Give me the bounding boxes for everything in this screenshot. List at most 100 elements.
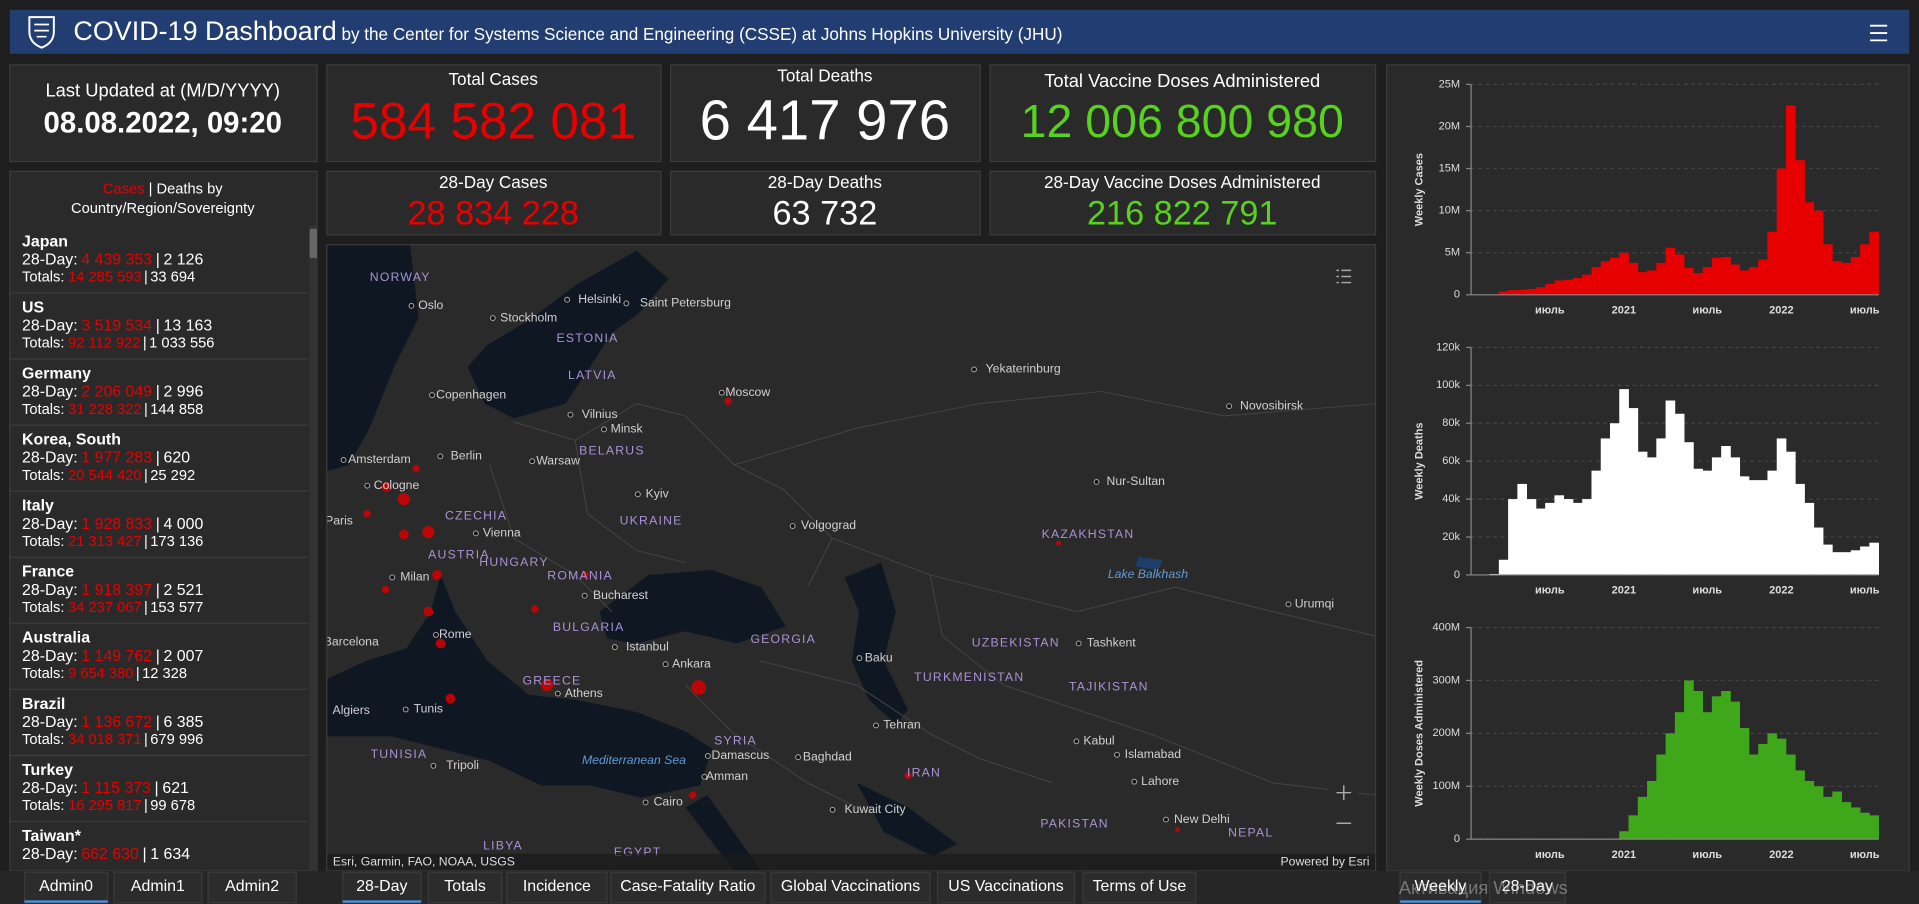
y-axis-title: Weekly Cases — [1414, 153, 1426, 226]
bar — [1832, 552, 1842, 575]
bar — [1711, 696, 1722, 840]
tab-label[interactable]: Terms of Use — [1093, 878, 1187, 895]
tab-bg[interactable] — [936, 871, 1076, 904]
tab-bg[interactable] — [427, 871, 503, 904]
bar — [1554, 495, 1565, 575]
bar — [1647, 270, 1657, 295]
sea — [599, 570, 786, 644]
bar — [1721, 691, 1731, 840]
bar — [1860, 812, 1870, 840]
bar — [1508, 499, 1518, 575]
tab-active[interactable] — [342, 900, 422, 903]
y-tick-label: 200M — [1433, 727, 1461, 739]
tab[interactable]: US Vaccinations — [936, 871, 1076, 904]
bar — [1610, 423, 1620, 575]
tab-bg[interactable] — [1082, 871, 1197, 904]
list-header-deaths: Deaths by — [157, 181, 224, 197]
tab[interactable]: Global Vaccinations — [770, 871, 931, 904]
bar — [1739, 728, 1750, 840]
menu-button[interactable] — [1863, 20, 1895, 47]
tab-bg[interactable] — [23, 871, 109, 904]
menu-icon[interactable] — [1870, 24, 1888, 42]
bar — [1600, 261, 1611, 295]
tab-label[interactable]: Case-Fatality Ratio — [620, 878, 755, 895]
tab-label[interactable]: Totals — [444, 878, 486, 895]
tab-bg[interactable] — [770, 871, 931, 904]
tab[interactable]: Terms of Use — [1082, 871, 1197, 904]
map-label: Cologne — [374, 478, 420, 492]
y-tick-label: 40k — [1442, 493, 1460, 505]
tab[interactable]: Admin1 — [113, 871, 203, 904]
day-line: 28-Day: 3 519 534 | 13 163 — [22, 318, 212, 335]
day-deaths: 4 000 — [164, 516, 204, 533]
city-dot — [1285, 601, 1292, 608]
bar — [1721, 256, 1731, 295]
bar — [1610, 257, 1620, 295]
bar — [1693, 468, 1703, 575]
tab-bg[interactable] — [506, 871, 608, 904]
tab[interactable]: Incidence — [506, 871, 608, 904]
map-label: Islamabad — [1125, 747, 1182, 761]
tab-label[interactable]: US Vaccinations — [948, 878, 1063, 895]
tab[interactable]: 28-Day — [1488, 871, 1566, 904]
tab-label[interactable]: Global Vaccinations — [781, 878, 920, 895]
x-tick-label: июль — [1850, 849, 1880, 861]
case-dots — [363, 397, 1180, 832]
map-label: HUNGARY — [479, 555, 548, 569]
tab-label[interactable]: 28-Day — [356, 878, 407, 895]
totals-line: Totals: 34 237 067 | 153 577 — [22, 600, 203, 616]
total-cases: 14 285 593 — [68, 270, 141, 286]
day-deaths: 2 126 — [164, 252, 204, 269]
stat-label: 28-Day Cases — [439, 173, 547, 192]
tab-bg[interactable] — [207, 871, 297, 904]
total-cases: 34 237 067 — [68, 600, 141, 616]
bar — [1767, 470, 1778, 575]
tab-label[interactable]: Incidence — [523, 878, 591, 895]
tab-label[interactable]: Admin1 — [131, 878, 185, 895]
dot — [432, 570, 442, 580]
tab-label[interactable]: Weekly — [1415, 878, 1467, 895]
tab-label[interactable]: Admin0 — [39, 878, 93, 895]
legend-button[interactable] — [1329, 261, 1359, 292]
map-label: Urumqi — [1295, 597, 1334, 611]
map-label: Stockholm — [500, 310, 557, 324]
tab-active[interactable] — [24, 900, 108, 903]
tab[interactable]: Totals — [427, 871, 503, 904]
separator: | — [156, 516, 160, 533]
city-dot — [642, 799, 649, 806]
tab[interactable]: 28-Day — [342, 871, 422, 904]
bar — [1823, 796, 1833, 840]
day-label: 28-Day: — [22, 582, 78, 599]
attribution: Esri, Garmin, FAO, NOAA, USGS — [333, 855, 515, 869]
legend-icon[interactable] — [1336, 269, 1352, 284]
stat-value: 584 582 081 — [350, 91, 636, 149]
total-deaths: 144 858 — [150, 402, 203, 418]
tab-active[interactable] — [1400, 900, 1481, 903]
tab-bg[interactable] — [610, 871, 766, 904]
separator: | — [144, 600, 148, 616]
day-label: 28-Day: — [22, 450, 78, 467]
tab-label[interactable]: Admin2 — [225, 878, 279, 895]
tab-bg[interactable] — [1399, 871, 1482, 904]
map-label: Tunis — [414, 702, 443, 716]
tab[interactable]: Admin0 — [23, 871, 109, 904]
map-label: AUSTRIA — [428, 548, 490, 562]
map-label: Yekaterinburg — [986, 362, 1061, 376]
tab-label[interactable]: 28-Day — [1502, 878, 1553, 895]
bar — [1647, 457, 1657, 575]
tab[interactable]: Case-Fatality Ratio — [610, 871, 766, 904]
tab-bg[interactable] — [1488, 871, 1566, 904]
tab[interactable]: Weekly — [1399, 871, 1482, 904]
zoom-out[interactable] — [1329, 808, 1359, 838]
map-label: Berlin — [451, 449, 482, 463]
y-tick-label: 300M — [1433, 674, 1461, 686]
tab-bg[interactable] — [113, 871, 203, 904]
zoom-in-icon[interactable] — [1336, 785, 1352, 801]
zoom-in[interactable] — [1329, 778, 1359, 808]
day-deaths: 13 163 — [164, 318, 213, 335]
map: NORWAY Oslo Helsinki Saint Petersburg Stockh… — [326, 244, 1376, 871]
bar — [1628, 815, 1639, 840]
bar — [1776, 738, 1787, 840]
scrollbar-thumb[interactable] — [309, 228, 317, 259]
tab[interactable]: Admin2 — [207, 871, 297, 904]
